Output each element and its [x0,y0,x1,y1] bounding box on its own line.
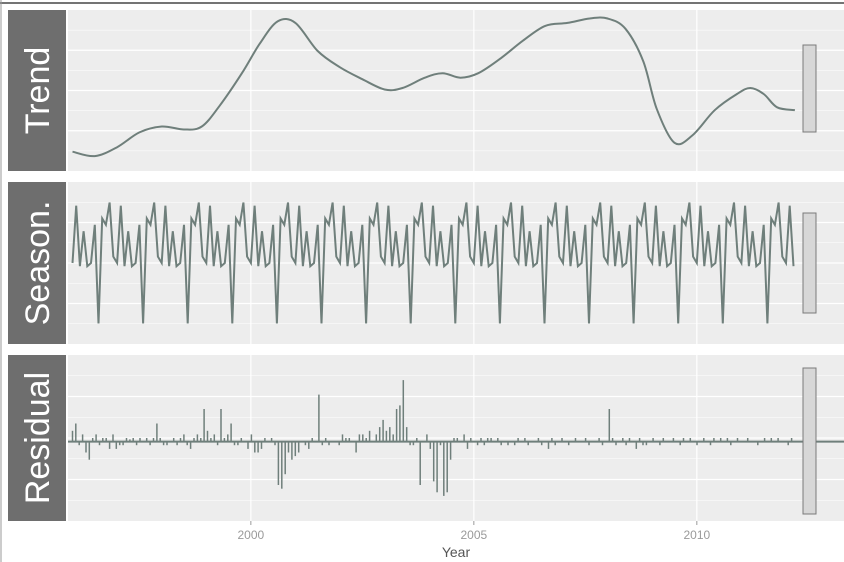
season-scale-bar [802,212,817,314]
residual-scale-bar [802,367,817,515]
panel-trend: Trend [8,10,844,171]
strip-season-label: Season. [19,201,57,326]
x-axis: 2000 2005 2010 Year [237,521,710,560]
trend-line [72,16,796,158]
panel-residual: Residual [8,355,844,521]
strip-residual-label: Residual [19,372,57,504]
x-axis-ticks: 2000 2005 2010 [237,521,710,542]
panel-season: Season. [8,182,844,344]
season-line [71,202,795,324]
trend-scale-bar [802,44,817,133]
strip-trend-label: Trend [19,47,57,135]
x-axis-title: Year [442,544,471,560]
strip-trend [8,10,66,171]
x-tick-label: 2000 [237,528,264,542]
x-tick-label: 2010 [683,528,710,542]
strip-season [8,182,66,344]
strip-residual [8,355,66,521]
x-tick-label: 2005 [460,528,487,542]
